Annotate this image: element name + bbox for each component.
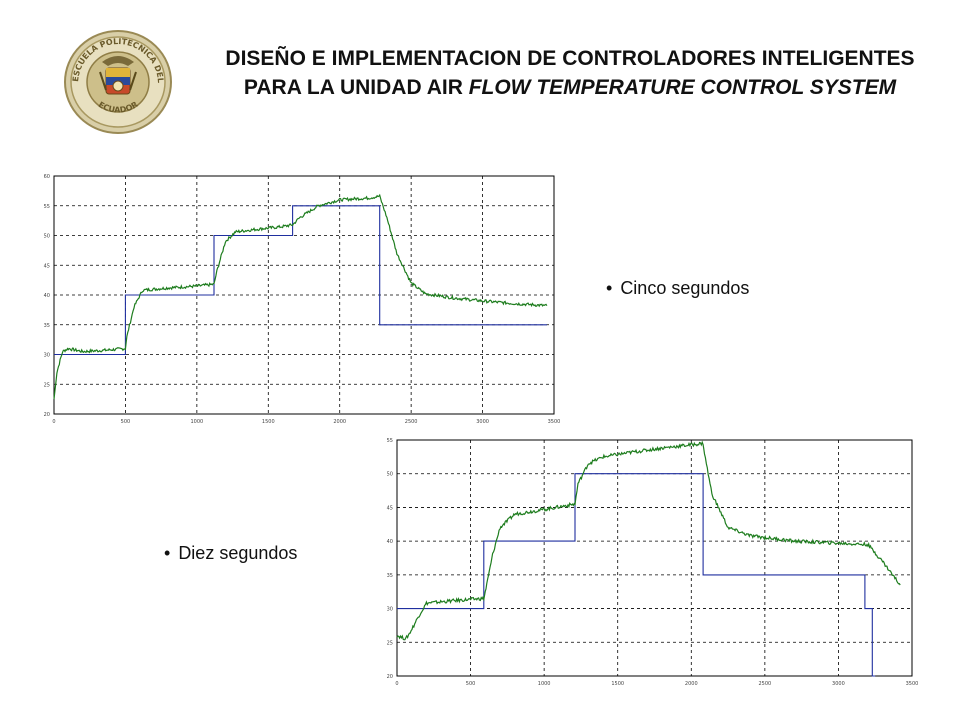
plot-area-frame	[396, 439, 913, 677]
x-tick-label: 500	[466, 681, 476, 687]
bullet-ten-seconds-label: Diez segundos	[178, 543, 298, 563]
x-tick-label: 3500	[906, 681, 919, 687]
x-tick-label: 1000	[190, 419, 203, 425]
title-italic-text: FLOW TEMPERATURE CONTROL SYSTEM	[468, 76, 897, 99]
bullet-five-seconds-label: Cinco segundos	[620, 278, 750, 298]
x-tick-label: 0	[52, 419, 55, 425]
x-tick-label: 2000	[685, 681, 698, 687]
plot-five-seconds: 0 500 1000 1500 2000 2500 3000 3500 20 25 30 35 40 45…	[38, 165, 561, 427]
chart-five-seconds: 0 500 1000 1500 2000 2500 3000 3500 20 25 30 35 40 45…	[44, 174, 561, 425]
y-tick-label: 40	[387, 539, 393, 545]
x-tick-label: 2500	[405, 419, 418, 425]
x-tick-label: 3000	[476, 419, 489, 425]
x-tick-label: 0	[395, 681, 398, 687]
x-tick-label: 1000	[538, 681, 551, 687]
y-tick-label: 50	[44, 234, 50, 240]
y-tick-label: 55	[44, 204, 50, 210]
plot-ten-seconds: 0 500 1000 1500 2000 2500 3000 3500 20 25 30 35 40 45…	[380, 432, 925, 690]
bullet-ten-seconds: • Diez segundos	[164, 543, 297, 564]
bullet-five-seconds: • Cinco segundos	[606, 278, 749, 299]
y-tick-label: 20	[387, 674, 393, 680]
reference-step-series	[397, 473, 876, 677]
seal-bottom-text: ECUADOR	[97, 100, 140, 115]
x-tick-label: 3500	[548, 419, 560, 425]
university-seal-icon: ESCUELA POLITECNICA DEL EJERCITO ECUADOR	[59, 21, 174, 136]
y-tick-label: 35	[387, 573, 393, 579]
bullet-dot-icon: •	[164, 543, 171, 563]
y-tick-label: 30	[387, 607, 393, 613]
y-tick-label: 20	[44, 412, 50, 418]
x-tick-label: 500	[121, 419, 131, 425]
x-tick-label: 2000	[333, 419, 346, 425]
x-tick-label: 3000	[832, 681, 845, 687]
temperature-response-series	[396, 440, 901, 641]
y-tick-label: 45	[387, 505, 393, 511]
y-tick-label: 25	[44, 382, 50, 388]
slide-title: DISEÑO E IMPLEMENTACION DE CONTROLADORES…	[200, 44, 940, 102]
y-tick-label: 30	[44, 353, 50, 359]
y-tick-label: 25	[387, 640, 393, 646]
y-tick-label: 45	[44, 263, 50, 269]
title-text: DISEÑO E IMPLEMENTACION DE CONTROLADORES…	[225, 47, 915, 99]
y-tick-label: 55	[387, 438, 393, 444]
x-tick-label: 1500	[611, 681, 624, 687]
y-tick-label: 35	[44, 323, 50, 329]
y-tick-label: 50	[387, 472, 393, 478]
bullet-dot-icon: •	[606, 278, 613, 298]
y-tick-label: 60	[44, 174, 50, 180]
reference-step-series	[54, 205, 547, 356]
temperature-response-series	[53, 193, 548, 400]
chart-ten-seconds: 0 500 1000 1500 2000 2500 3000 3500 20 25 30 35 40 45…	[387, 438, 919, 687]
x-tick-label: 1500	[262, 419, 275, 425]
y-tick-label: 40	[44, 293, 50, 299]
x-tick-label: 2500	[758, 681, 771, 687]
